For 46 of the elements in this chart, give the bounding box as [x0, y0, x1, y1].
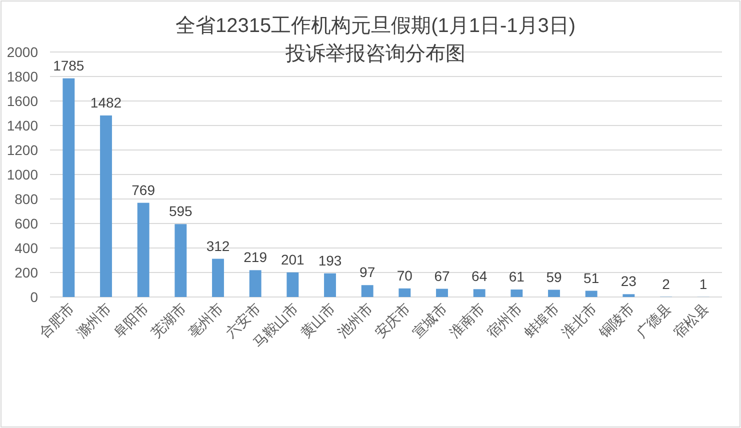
y-tick-label: 1600: [6, 93, 38, 109]
data-label: 201: [280, 251, 305, 268]
data-label: 595: [168, 203, 193, 220]
data-label: 97: [360, 264, 376, 280]
data-label: 1: [699, 276, 708, 292]
data-label: 51: [584, 270, 600, 286]
bar: [436, 288, 448, 297]
y-tick-label: 400: [14, 240, 38, 256]
y-tick-label: 200: [14, 264, 38, 280]
data-label: 1785: [53, 57, 84, 74]
bar: [62, 78, 75, 297]
bar: [585, 290, 598, 297]
y-tick-label: 0: [30, 289, 38, 305]
data-label: 61: [508, 268, 525, 285]
data-label: 23: [620, 273, 637, 290]
bar: [212, 258, 224, 297]
bar: [361, 285, 374, 297]
bar: [473, 289, 486, 297]
bar: [286, 272, 299, 297]
data-label: 219: [244, 249, 268, 266]
data-label: 59: [546, 268, 562, 285]
bar: [249, 270, 262, 297]
data-label: 70: [396, 267, 413, 284]
data-label: 1482: [90, 94, 122, 110]
y-tick-label: 800: [14, 191, 38, 207]
y-tick-label: 2000: [6, 44, 38, 60]
data-label: 67: [434, 268, 450, 284]
y-tick-label: 1800: [6, 68, 38, 84]
data-label: 193: [318, 252, 342, 268]
bar: [137, 202, 150, 297]
bar: [622, 294, 635, 297]
data-label: 769: [132, 182, 156, 198]
y-tick-label: 600: [14, 216, 38, 232]
bar: [398, 288, 411, 297]
bar: [100, 115, 112, 297]
bar: [548, 290, 560, 297]
chart-title: 全省12315工作机构元旦假期(1月1日-1月3日) 投诉举报咨询分布图: [175, 15, 576, 65]
data-label: 312: [206, 238, 230, 254]
y-tick-label: 1000: [6, 166, 38, 182]
bar: [324, 273, 336, 297]
y-tick-label: 1200: [6, 142, 38, 158]
y-tick-label: 1400: [6, 118, 38, 134]
bar: [174, 224, 187, 297]
data-label: 64: [472, 268, 488, 284]
bar: [510, 290, 523, 297]
data-label: 2: [662, 276, 670, 292]
